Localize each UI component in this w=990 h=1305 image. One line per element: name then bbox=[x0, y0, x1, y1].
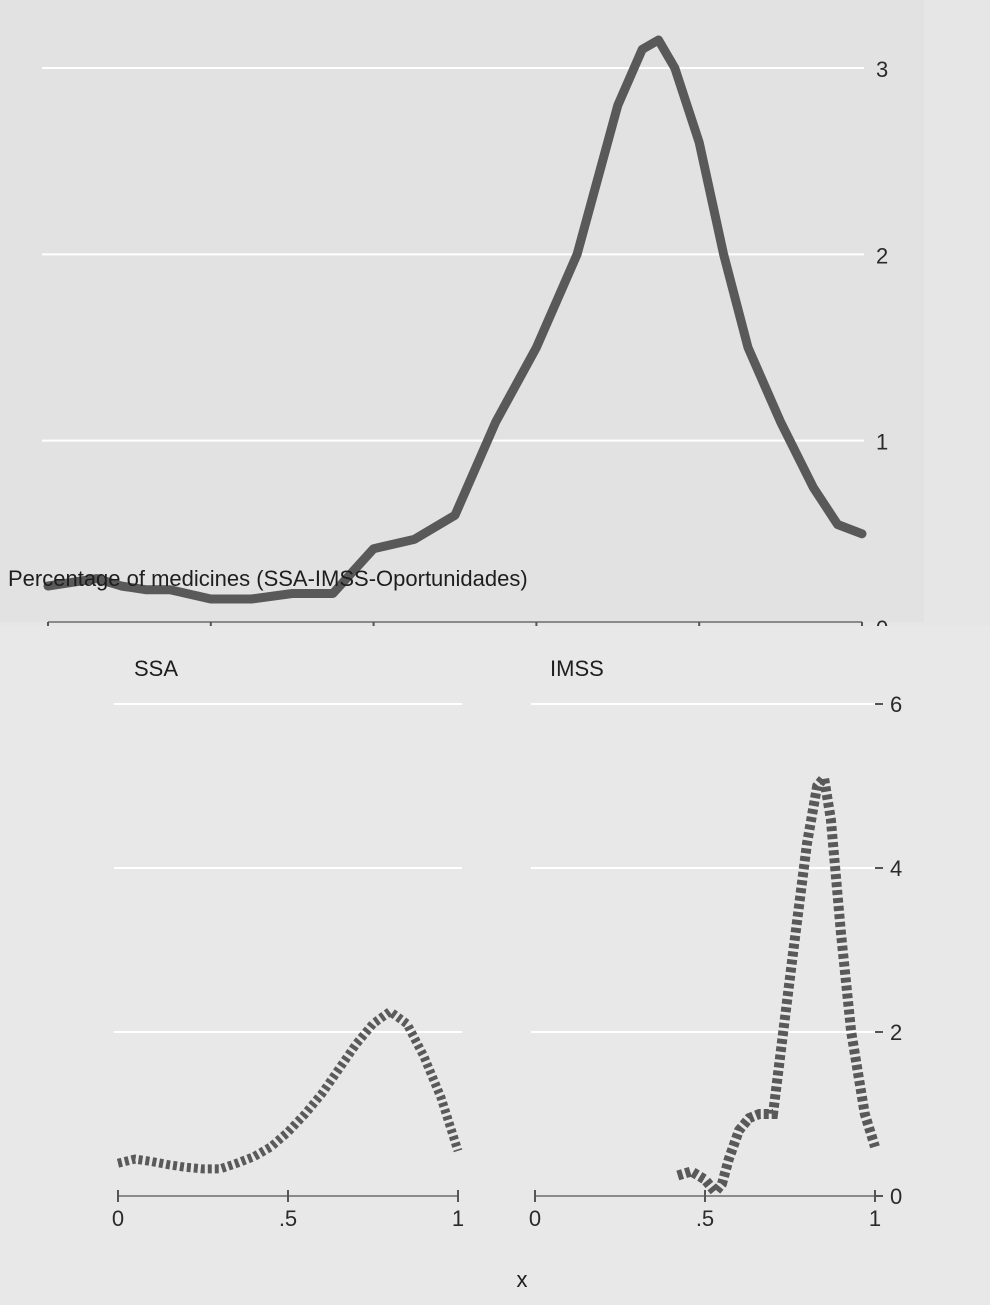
imss-x-tick-label: .5 bbox=[696, 1206, 714, 1231]
ssa-panel-title: SSA bbox=[134, 656, 178, 681]
bottom-panel-background bbox=[0, 626, 990, 1305]
top-series-line bbox=[43, 35, 867, 604]
ssa-x-tick-label: 1 bbox=[452, 1206, 464, 1231]
top-y-tick-label: 1 bbox=[876, 430, 888, 455]
imss-series-line bbox=[676, 766, 880, 1200]
imss-x-tick-label: 0 bbox=[529, 1206, 541, 1231]
x-axis-label: x bbox=[517, 1267, 528, 1292]
ssa-x-tick-label: .5 bbox=[279, 1206, 297, 1231]
imss-y-tick-label: 6 bbox=[890, 692, 902, 717]
imss-y-tick-label: 0 bbox=[890, 1184, 902, 1209]
imss-panel-title: IMSS bbox=[550, 656, 604, 681]
top-y-tick-label: 2 bbox=[876, 243, 888, 268]
imss-y-tick-label: 4 bbox=[890, 856, 902, 881]
ssa-series-line bbox=[116, 1005, 463, 1174]
imss-y-axis: 0 2 4 6 bbox=[875, 692, 902, 1209]
top-chart-title: Percentage of medicines (SSA-IMSS-Oportu… bbox=[8, 566, 528, 591]
imss-y-tick-label: 2 bbox=[890, 1020, 902, 1045]
top-y-tick-label: 3 bbox=[876, 57, 888, 82]
imss-x-axis: 0.5 1 bbox=[529, 1190, 881, 1231]
imss-x-tick-label: 1 bbox=[869, 1206, 881, 1231]
top-panel: 0123 Percentage of medicines (SSA-IMSS-O… bbox=[0, 0, 924, 641]
ssa-panel: 0.5 1 SSA bbox=[112, 656, 464, 1231]
ssa-x-axis: 0.5 1 bbox=[112, 1190, 464, 1231]
ssa-gridlines bbox=[114, 703, 462, 1033]
imss-gridlines bbox=[531, 703, 879, 1033]
ssa-x-tick-label: 0 bbox=[112, 1206, 124, 1231]
